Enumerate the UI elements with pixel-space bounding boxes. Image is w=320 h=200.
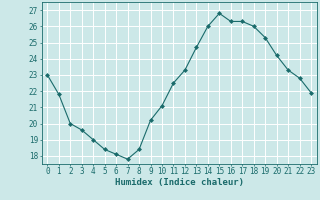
X-axis label: Humidex (Indice chaleur): Humidex (Indice chaleur) bbox=[115, 178, 244, 187]
